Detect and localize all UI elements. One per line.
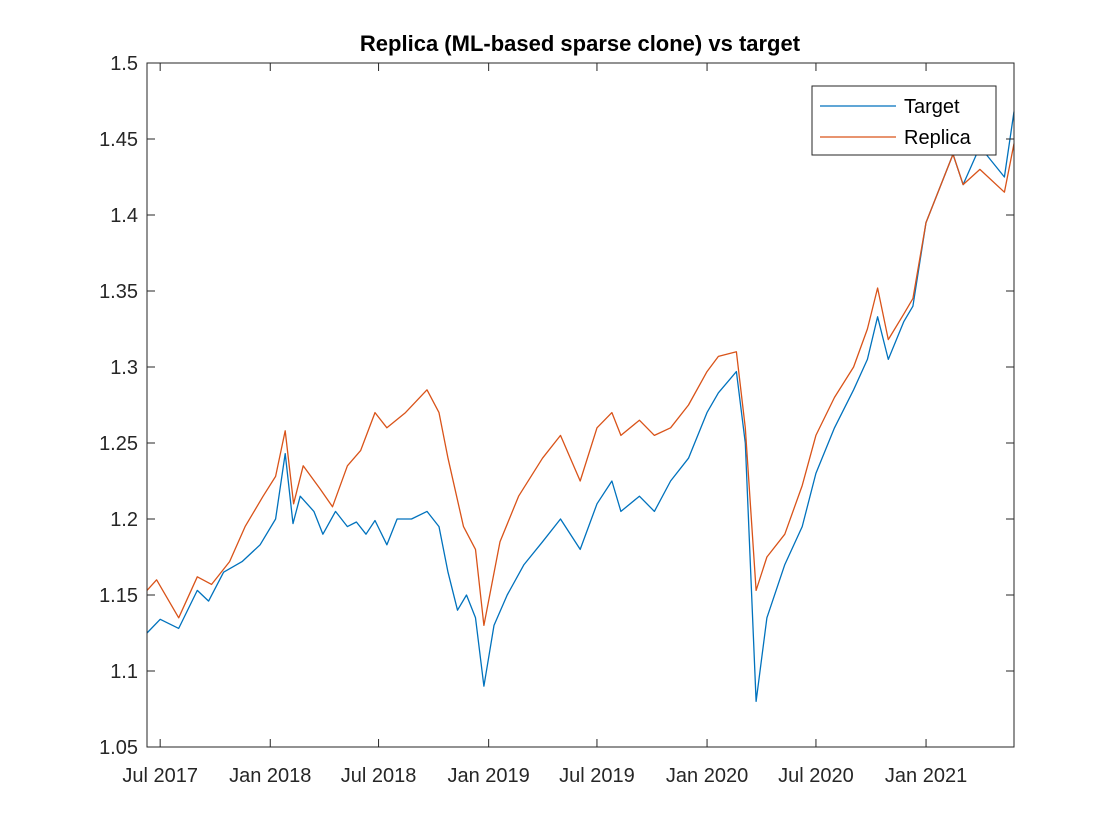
plot-frame xyxy=(146,62,1015,748)
y-tick-label: 1.4 xyxy=(110,205,138,227)
x-axis: Jul 2017 Jan 2018 Jul 2018 Jan 2019 Jul 2019… xyxy=(122,63,967,787)
y-tick-label: 1.2 xyxy=(110,509,138,531)
chart-title: Replica (ML-based sparse clone) vs targe… xyxy=(360,31,801,56)
series-line-replica xyxy=(146,143,1015,627)
y-tick-label: 1.45 xyxy=(99,129,138,151)
plot-background xyxy=(147,63,1014,747)
y-tick-label: 1.25 xyxy=(99,433,138,455)
y-tick-label: 1.5 xyxy=(110,53,138,75)
x-tick-label: Jul 2018 xyxy=(341,765,417,787)
series-line-target xyxy=(146,111,1015,703)
y-tick-label: 1.05 xyxy=(99,737,138,759)
y-tick-label: 1.15 xyxy=(99,585,138,607)
legend: Target Replica xyxy=(811,85,997,156)
x-tick-label: Jan 2018 xyxy=(229,765,311,787)
x-tick-label: Jan 2020 xyxy=(666,765,748,787)
x-tick-label: Jul 2019 xyxy=(559,765,635,787)
y-tick-label: 1.1 xyxy=(110,661,138,683)
x-tick-label: Jul 2020 xyxy=(778,765,854,787)
y-tick-label: 1.35 xyxy=(99,281,138,303)
x-tick-label: Jul 2017 xyxy=(122,765,198,787)
y-axis: 1.05 1.1 1.15 1.2 1.25 1.3 1.35 1.4 1.45 1.5 xyxy=(99,53,1014,759)
legend-label-replica: Replica xyxy=(904,127,972,149)
legend-label-target: Target xyxy=(904,96,960,118)
legend-box xyxy=(811,85,997,156)
y-tick-label: 1.3 xyxy=(110,357,138,379)
series-layer xyxy=(146,111,1015,703)
x-tick-label: Jan 2019 xyxy=(448,765,530,787)
x-tick-label: Jan 2021 xyxy=(885,765,967,787)
